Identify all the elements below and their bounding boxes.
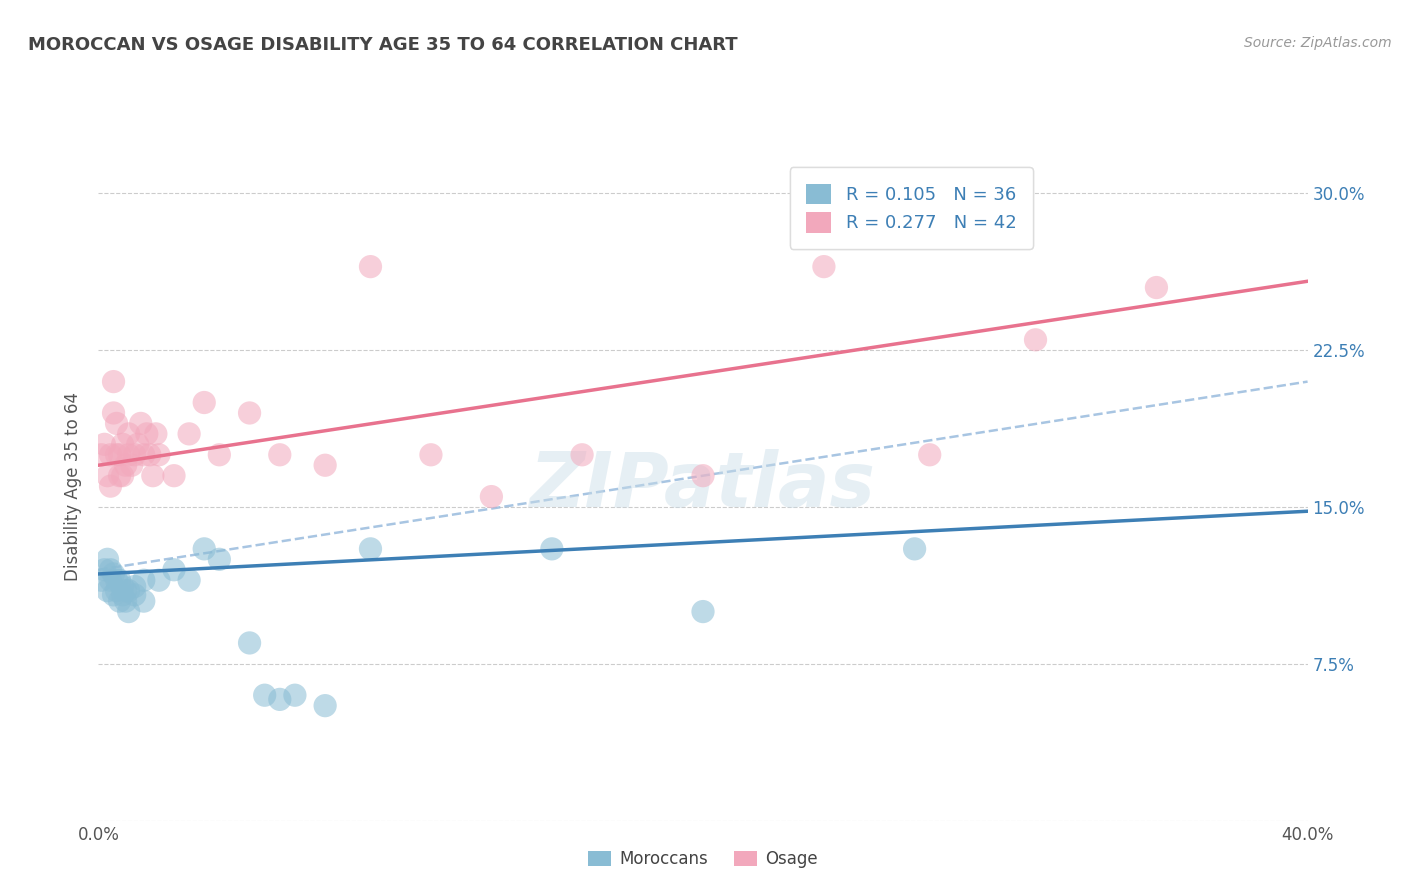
Point	[135, 426, 157, 441]
Point	[108, 448, 131, 462]
Point	[118, 605, 141, 619]
Point	[239, 406, 262, 420]
Point	[90, 573, 112, 587]
Point	[139, 448, 162, 462]
Point	[163, 468, 186, 483]
Point	[111, 588, 134, 602]
Y-axis label: Disability Age 35 to 64: Disability Age 35 to 64	[65, 392, 83, 581]
Point	[93, 563, 115, 577]
Point	[118, 426, 141, 441]
Point	[132, 573, 155, 587]
Point	[420, 448, 443, 462]
Point	[124, 588, 146, 602]
Point	[481, 490, 503, 504]
Point	[208, 552, 231, 566]
Point	[96, 552, 118, 566]
Point	[108, 594, 131, 608]
Point	[108, 573, 131, 587]
Point	[314, 458, 336, 473]
Point	[100, 479, 122, 493]
Point	[145, 426, 167, 441]
Point	[360, 541, 382, 556]
Point	[208, 448, 231, 462]
Point	[360, 260, 382, 274]
Point	[904, 541, 927, 556]
Point	[103, 566, 125, 581]
Point	[100, 573, 122, 587]
Point	[163, 563, 186, 577]
Point	[269, 692, 291, 706]
Point	[1024, 333, 1046, 347]
Point	[114, 583, 136, 598]
Point	[100, 448, 122, 462]
Point	[179, 426, 201, 441]
Point	[1144, 280, 1167, 294]
Point	[105, 448, 128, 462]
Point	[253, 688, 276, 702]
Point	[148, 573, 170, 587]
Point	[540, 541, 562, 556]
Point	[193, 395, 215, 409]
Point	[111, 468, 134, 483]
Point	[105, 573, 128, 587]
Point	[269, 448, 291, 462]
Point	[142, 468, 165, 483]
Point	[813, 260, 835, 274]
Point	[93, 437, 115, 451]
Point	[132, 594, 155, 608]
Point	[108, 468, 131, 483]
Point	[918, 448, 941, 462]
Point	[100, 563, 122, 577]
Point	[124, 580, 146, 594]
Point	[239, 636, 262, 650]
Text: MOROCCAN VS OSAGE DISABILITY AGE 35 TO 64 CORRELATION CHART: MOROCCAN VS OSAGE DISABILITY AGE 35 TO 6…	[28, 36, 738, 54]
Point	[118, 583, 141, 598]
Point	[571, 448, 593, 462]
Point	[118, 448, 141, 462]
Point	[314, 698, 336, 713]
Point	[105, 417, 128, 431]
Point	[692, 605, 714, 619]
Point	[90, 448, 112, 462]
Point	[96, 468, 118, 483]
Point	[129, 417, 152, 431]
Point	[103, 588, 125, 602]
Text: ZIPatlas: ZIPatlas	[530, 450, 876, 523]
Text: Source: ZipAtlas.com: Source: ZipAtlas.com	[1244, 36, 1392, 50]
Point	[124, 448, 146, 462]
Point	[132, 448, 155, 462]
Legend: Moroccans, Osage: Moroccans, Osage	[582, 844, 824, 875]
Point	[179, 573, 201, 587]
Point	[121, 458, 143, 473]
Point	[148, 448, 170, 462]
Point	[284, 688, 307, 702]
Point	[96, 583, 118, 598]
Point	[111, 580, 134, 594]
Point	[114, 594, 136, 608]
Point	[114, 458, 136, 473]
Legend: R = 0.105   N = 36, R = 0.277   N = 42: R = 0.105 N = 36, R = 0.277 N = 42	[790, 168, 1032, 249]
Point	[692, 468, 714, 483]
Point	[103, 375, 125, 389]
Point	[105, 583, 128, 598]
Point	[111, 437, 134, 451]
Point	[103, 406, 125, 420]
Point	[127, 437, 149, 451]
Point	[193, 541, 215, 556]
